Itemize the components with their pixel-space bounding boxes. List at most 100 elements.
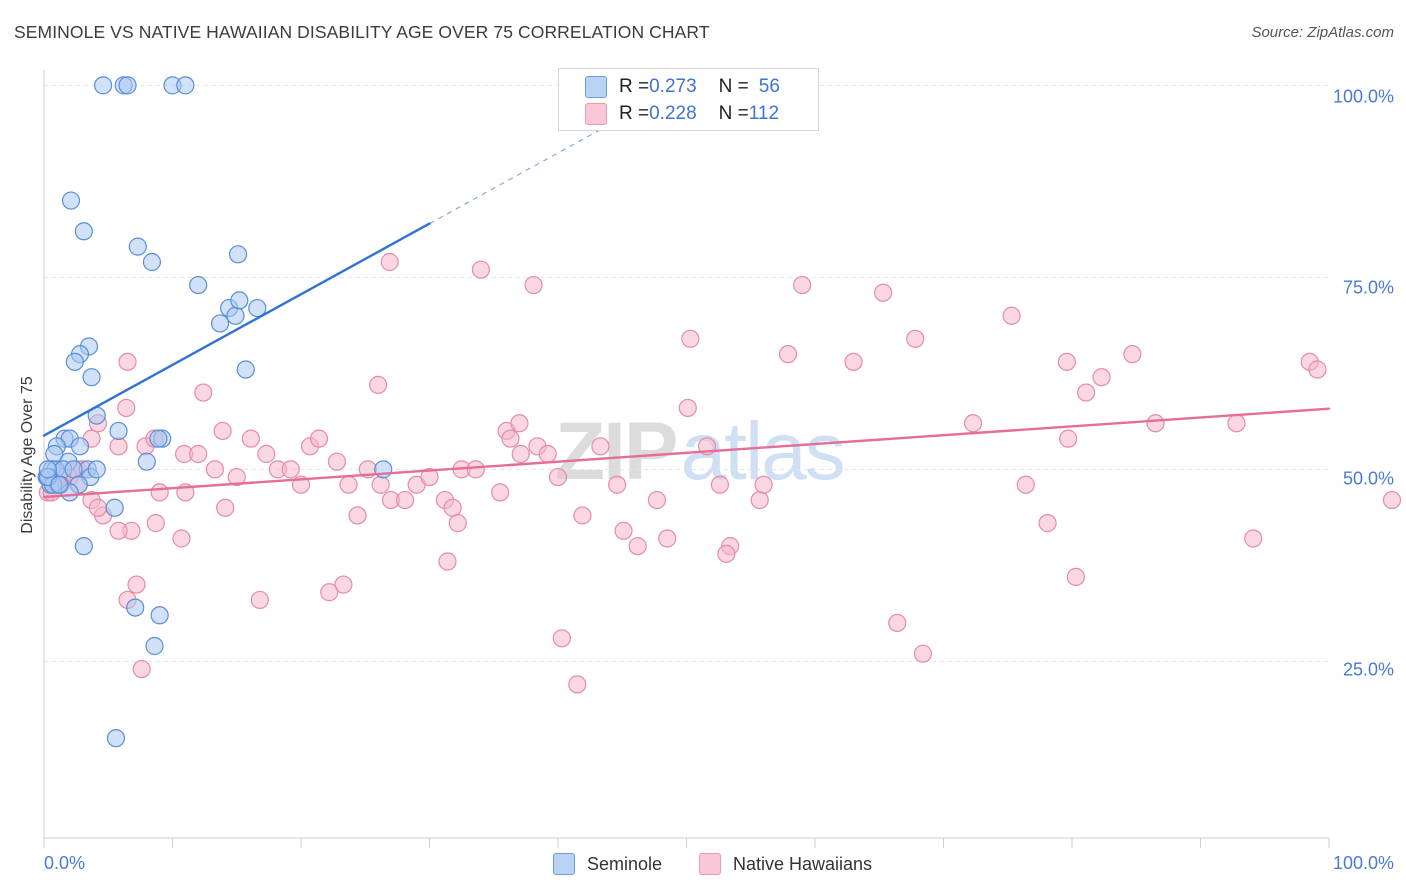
hawaiian-point-19: [1146, 414, 1165, 433]
hawaiian-trend-line: [42, 407, 1331, 499]
y-tick-label-75: 75.0%: [1342, 277, 1394, 298]
hawaiian-point-87: [146, 514, 165, 533]
seminole-point-4: [176, 76, 195, 95]
seminole-point-2: [118, 76, 137, 95]
y-tick-label-100: 100.0%: [1332, 86, 1394, 107]
hawaiian-point-70: [710, 475, 730, 494]
hawaiian-point-55: [491, 483, 510, 502]
hawaiian-point-1: [524, 275, 543, 295]
hawaiian-point-0: [380, 252, 399, 272]
hawaiian-point-54: [466, 460, 485, 479]
hawaiian-point-18: [1066, 567, 1085, 586]
hawaiian-point-26: [194, 383, 213, 402]
hawaiian-point-24: [1382, 490, 1402, 510]
seminole-point-19: [82, 368, 101, 387]
seminole-point-14: [230, 291, 249, 310]
hawaiian-point-73: [754, 475, 773, 494]
hawaiian-point-16: [963, 414, 983, 433]
seminole-point-7: [128, 237, 147, 256]
seminole-point-47: [105, 498, 124, 517]
hawaiian-point-4: [681, 329, 700, 348]
hawaiian-point-23: [1308, 360, 1327, 379]
hawaiian-point-108: [568, 675, 587, 694]
hawaiian-point-106: [448, 514, 467, 533]
hawaiian-point-62: [591, 437, 610, 456]
hawaiian-point-35: [241, 429, 260, 448]
seminole-point-24: [149, 429, 168, 448]
hawaiian-point-13: [1123, 345, 1142, 364]
legend-row-hawaiian: R = 0.228 N = 112: [585, 102, 779, 126]
hawaiian-point-7: [906, 329, 925, 348]
seminole-trend-extension: [429, 117, 623, 225]
hawaiian-point-64: [614, 521, 633, 540]
hawaiian-point-41: [309, 429, 329, 448]
legend-r-value-hawaiian: 0.228: [649, 103, 697, 124]
hawaiian-point-105: [438, 552, 457, 571]
hawaiian-point-74: [501, 429, 520, 448]
seminole-point-6: [74, 222, 93, 241]
hawaiian-point-10: [1057, 352, 1076, 371]
hawaiian-point-12: [1092, 368, 1111, 387]
bottom-legend-label-seminole: Seminole: [587, 853, 663, 874]
chart-source: Source: ZipAtlas.com: [1251, 24, 1394, 41]
legend: R = 0.273 N = 56 R = 0.228 N = 112: [558, 68, 819, 131]
seminole-point-18: [65, 352, 84, 371]
hawaiian-point-111: [913, 644, 933, 663]
x-tick-label-min: 0.0%: [44, 853, 86, 873]
legend-row-seminole: R = 0.273 N = 56: [585, 75, 780, 99]
y-tick-label-25: 25.0%: [1342, 659, 1394, 680]
hawaiian-point-17: [1016, 475, 1035, 494]
seminole-point-10: [189, 275, 208, 295]
chart-title: SEMINOLE VS NATIVE HAWAIIAN DISABILITY A…: [14, 22, 710, 42]
hawaiian-point-61: [573, 506, 592, 525]
hawaiian-point-75: [511, 444, 530, 464]
hawaiian-point-52: [443, 498, 462, 517]
hawaiian-point-104: [132, 659, 151, 679]
seminole-point-13: [226, 306, 245, 325]
seminole-point-22: [109, 421, 128, 441]
hawaiian-point-57: [510, 414, 529, 433]
legend-r-label-seminole: R =: [619, 76, 650, 97]
hawaiian-point-46: [371, 475, 390, 494]
hawaiian-point-60: [548, 467, 568, 487]
hawaiian-point-67: [658, 529, 677, 548]
hawaiian-point-5: [778, 345, 798, 364]
seminole-point-20: [236, 360, 255, 379]
hawaiian-point-86: [172, 529, 191, 548]
hawaiian-point-34: [213, 421, 232, 441]
hawaiian-point-90: [127, 575, 146, 594]
seminole-point-54: [50, 475, 69, 494]
hawaiian-point-50: [420, 467, 439, 487]
bottom-legend-swatch-hawaiian: [699, 853, 721, 875]
hawaiian-point-80: [189, 444, 208, 464]
hawaiian-point-8: [874, 283, 893, 302]
hawaiian-point-77: [334, 575, 353, 594]
seminole-point-50: [150, 606, 169, 625]
hawaiian-point-44: [348, 506, 367, 525]
hawaiian-point-102: [88, 498, 108, 517]
legend-n-label-hawaiian: N =: [718, 103, 749, 124]
seminole-point-39: [374, 460, 393, 479]
hawaiian-point-27: [117, 398, 136, 418]
hawaiian-point-20: [1227, 414, 1246, 433]
hawaiian-point-21: [1244, 529, 1263, 548]
hawaiian-point-2: [471, 260, 490, 279]
seminole-point-15: [248, 298, 267, 318]
legend-r-label-hawaiian: R =: [619, 103, 650, 124]
hawaiian-point-63: [608, 475, 627, 494]
hawaiian-point-68: [678, 398, 697, 418]
hawaiian-point-82: [216, 498, 235, 517]
hawaiian-point-76: [369, 375, 388, 394]
hawaiian-point-38: [281, 460, 300, 479]
hawaiian-point-48: [395, 490, 415, 510]
hawaiian-point-9: [1002, 306, 1021, 325]
hawaiian-point-89: [109, 521, 128, 540]
hawaiian-point-30: [109, 437, 128, 456]
hawaiian-point-15: [1038, 514, 1057, 533]
seminole-point-52: [106, 729, 126, 748]
seminole-point-51: [145, 636, 164, 656]
seminole-point-49: [126, 598, 145, 617]
seminole-point-12: [210, 314, 230, 333]
hawaiian-point-25: [118, 352, 137, 371]
hawaiian-point-78: [320, 583, 339, 602]
